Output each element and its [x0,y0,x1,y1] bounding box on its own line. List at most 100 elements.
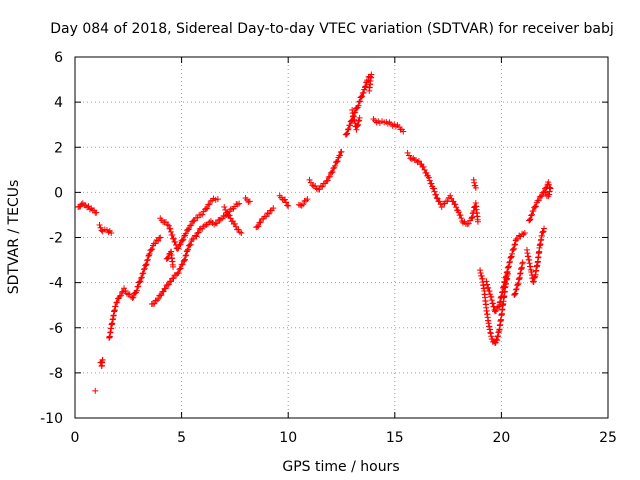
data-point [214,196,221,203]
data-point [140,266,147,273]
data-point [425,174,432,181]
data-point [404,149,411,156]
data-point [151,300,158,307]
data-point [470,208,477,215]
data-point [458,215,465,222]
data-point [193,233,200,240]
data-point [343,131,350,138]
data-point [226,212,233,219]
data-point [433,191,440,198]
data-point [528,211,535,218]
data-point [155,237,162,244]
data-point [182,230,189,237]
y-tick-label: -10 [40,411,63,427]
data-point [199,225,206,232]
data-point [408,156,415,163]
data-point [519,259,526,266]
data-point [217,216,224,223]
data-point [477,270,484,277]
axis-ticks: 0 5 10 15 20 25 -10 -8 -6 -4 -2 0 2 4 6 [40,50,617,446]
data-point [96,222,103,229]
data-point [113,299,120,306]
data-point [493,336,500,343]
data-point [507,255,514,262]
data-point [520,231,527,238]
data-point [328,169,335,176]
data-point [255,223,262,230]
data-point [199,211,206,218]
x-tick-label: 20 [492,430,510,446]
data-point [421,166,428,173]
y-tick-label: 2 [54,140,63,156]
y-tick-label: -6 [49,321,63,337]
data-point [309,182,316,189]
data-point [129,294,136,301]
data-point [144,256,151,263]
x-tick-label: 0 [71,430,80,446]
data-point [181,256,188,263]
data-point [355,121,362,128]
data-point [304,196,311,203]
data-point [465,220,472,227]
data-point [141,265,148,272]
data-point [114,299,121,306]
data-point [179,261,186,268]
data-point [300,201,307,208]
data-point [162,219,169,226]
x-tick-label: 15 [386,430,404,446]
data-point [512,290,519,297]
data-point [332,162,339,169]
data-point [334,158,341,165]
data-point [170,275,177,282]
data-point [121,285,128,292]
data-point [528,212,535,219]
data-point [356,98,363,105]
data-point [347,122,354,129]
data-point [491,306,498,313]
data-point [170,235,177,242]
data-point [194,214,201,221]
data-point [483,278,490,285]
data-point [98,227,105,234]
data-point [526,216,533,223]
data-point [541,225,548,232]
data-point [182,252,189,259]
data-point [139,270,146,277]
data-point [506,258,513,265]
data-point [183,252,190,259]
data-point [436,198,443,205]
data-point [108,229,115,236]
data-point [438,204,445,211]
data-point [298,202,305,209]
data-point [546,181,553,188]
plot-frame [74,56,609,419]
data-point [487,291,494,298]
data-point [175,269,182,276]
data-point [157,234,164,241]
data-points [75,71,554,394]
data-point [235,226,242,233]
data-point [347,118,354,125]
data-point [177,265,184,272]
data-point [428,180,435,187]
data-point [138,274,145,281]
data-point [504,264,511,271]
data-point [86,206,93,213]
data-point [165,254,172,261]
data-point [170,263,177,270]
data-point [505,264,512,271]
data-point [415,158,422,165]
grid-lines [75,57,608,418]
data-point [97,224,104,231]
data-point [344,126,351,133]
data-point [355,102,362,109]
data-point [488,333,495,340]
data-point [509,247,516,254]
data-point [512,241,519,248]
data-point [477,267,484,274]
data-point [527,216,534,223]
data-point [329,168,336,175]
data-point [122,287,129,294]
data-point [452,201,459,208]
data-point [530,208,537,215]
